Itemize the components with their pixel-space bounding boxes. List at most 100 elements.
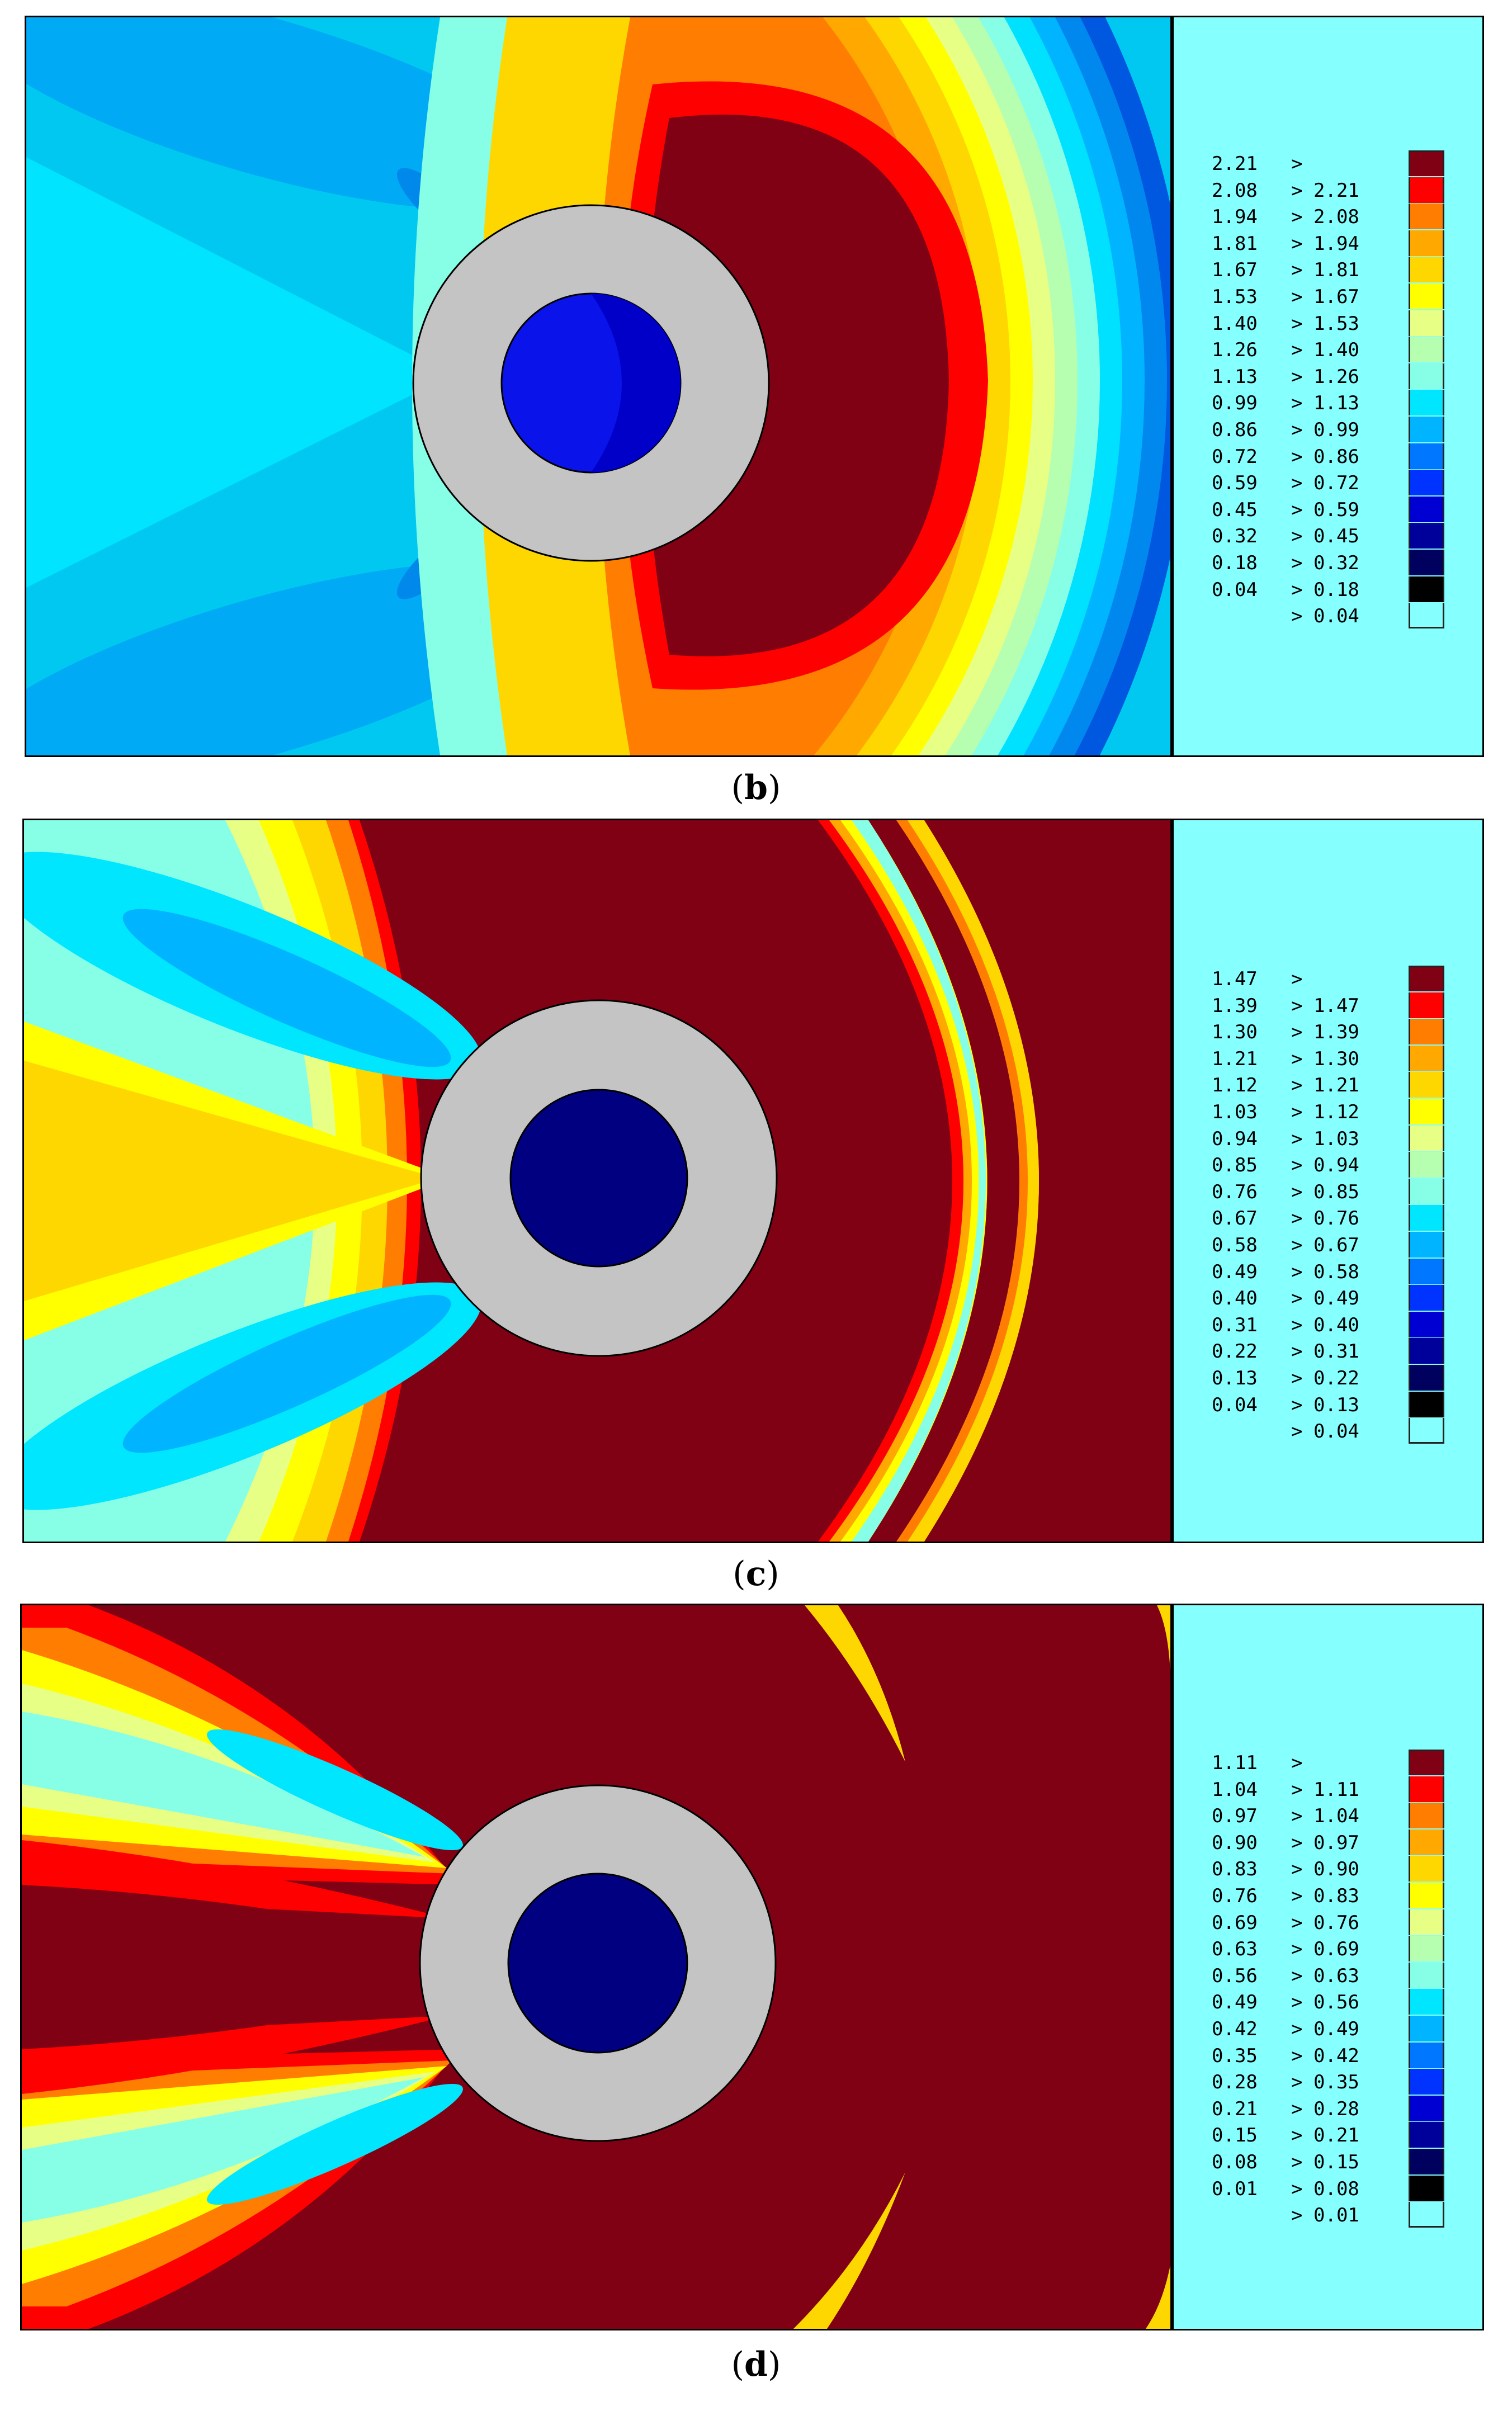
legend-row: 0.18 >0.32 [1174,550,1482,576]
legend-swatch [1409,1883,1444,1908]
legend-upper-bound: 0.15 [1313,2151,1359,2173]
legend-gt-symbol: > [1291,2097,1303,2120]
legend-lower-bound: 1.40 [1212,312,1258,335]
legend-gt-symbol: > [1291,286,1303,308]
legend-lower-bound: 0.21 [1212,2097,1258,2120]
legend-lower-bound: 0.90 [1212,1831,1258,1854]
legend-row: 0.04 >0.13 [1174,1391,1482,1419]
legend-lower-bound: 1.12 [1212,1074,1258,1097]
legend-swatch [1409,576,1444,602]
legend-lower-bound: 1.67 [1212,259,1258,282]
legend-gt-symbol: > [1291,2124,1303,2147]
legend-swatch [1409,417,1444,442]
legend-swatch [1409,2122,1444,2148]
legend-swatch [1409,177,1444,203]
legend-lower-bound: 0.31 [1212,1313,1258,1336]
contour-plot-c [22,819,1172,1543]
right-edge-lower [1146,2265,1170,2329]
legend-upper-bound: 1.13 [1313,392,1359,415]
legend-upper-bound: 0.90 [1313,1858,1359,1881]
legend-gt-symbol: > [1291,1858,1303,1881]
legend-lower-bound: 2.21 [1212,153,1258,175]
lower-lobe-core [122,1294,451,1453]
legend-lower-bound: 0.63 [1212,1938,1258,1961]
legend-gt-symbol: > [1291,1207,1303,1230]
legend-swatch [1409,1338,1444,1364]
legend-swatch [1409,2175,1444,2201]
legend-upper-bound: 0.56 [1313,1991,1359,2014]
legend-upper-bound: 0.83 [1313,1885,1359,1907]
legend-row: 1.13 >1.26 [1174,363,1482,390]
legend-row: 0.99 >1.13 [1174,390,1482,417]
legend-gt-symbol: > [1291,1074,1303,1097]
legend-upper-bound: 0.59 [1313,498,1359,521]
legend-lower-bound: 1.11 [1212,1752,1258,1774]
legend-swatch [1409,2095,1444,2121]
legend-row: 1.81 >1.94 [1174,230,1482,257]
legend-gt-symbol: > [1291,312,1303,335]
legend-gt-symbol: > [1291,1021,1303,1044]
legend-gt-symbol: > [1291,2071,1303,2094]
legend-row: 1.40 >1.53 [1174,310,1482,337]
cylinder-core [509,1089,688,1268]
legend-gt-symbol: > [1291,605,1303,628]
legend-upper-bound: 1.47 [1313,994,1359,1017]
legend-swatch [1409,257,1444,283]
legend-row: 2.08 >2.21 [1174,177,1482,204]
legend-row: 0.13 >0.22 [1174,1365,1482,1392]
upper-lobe-core [207,1729,463,1851]
legend-gt-symbol: > [1291,1420,1303,1443]
upper-lobe-2 [26,17,563,210]
legend-gt-symbol: > [1291,1911,1303,1934]
legend-gt-symbol: > [1291,1367,1303,1389]
legend-gt-symbol: > [1291,1101,1303,1123]
legend-gt-symbol: > [1291,206,1303,229]
legend-row: 0.49 >0.56 [1174,1989,1482,2016]
legend-swatch [1409,1418,1444,1444]
legend-upper-bound: 0.97 [1313,1831,1359,1854]
legend-swatch [1409,390,1444,416]
legend-d: 1.11 >1.04 >1.11 0.97 >1.04 0.90 >0.97 0.83 >0.9… [1172,1604,1484,2330]
legend-swatch [1409,1045,1444,1071]
legend-lower-bound: 0.04 [1212,578,1258,601]
legend-upper-bound: 0.49 [1313,1287,1359,1310]
legend-gt-symbol: > [1291,232,1303,255]
upper-lobe-core [122,909,451,1067]
legend-lower-bound: 0.69 [1212,1911,1258,1934]
caption-b: (b) [731,768,781,807]
legend-lower-bound: 0.01 [1212,2177,1258,2200]
legend-swatch [1409,1936,1444,1962]
legend-row: 1.94 >2.08 [1174,204,1482,230]
legend-row: 0.56 >0.63 [1174,1962,1482,1989]
legend-gt-symbol: > [1291,1831,1303,1854]
legend-upper-bound: 2.08 [1313,206,1359,229]
legend-swatch [1409,1829,1444,1855]
legend-swatch [1409,1232,1444,1257]
legend-upper-bound: 1.67 [1313,286,1359,308]
legend-row: 0.08 >0.15 [1174,2149,1482,2176]
legend-swatch [1409,150,1444,176]
legend-row: >0.01 [1174,2202,1482,2229]
legend-row: 0.63 >0.69 [1174,1936,1482,1963]
legend-upper-bound: 2.21 [1313,179,1359,202]
legend-gt-symbol: > [1291,445,1303,468]
legend-row: 0.67 >0.76 [1174,1205,1482,1232]
caption-c-label: c [745,1554,767,1594]
legend-row: 0.28 >0.35 [1174,2069,1482,2096]
legend-gt-symbol: > [1291,392,1303,415]
legend-gt-symbol: > [1291,552,1303,574]
legend-row: 1.26 >1.40 [1174,337,1482,363]
legend-row: 0.76 >0.83 [1174,1883,1482,1909]
legend-lower-bound: 0.49 [1212,1991,1258,2014]
legend-upper-bound: 1.21 [1313,1074,1359,1097]
legend-gt-symbol: > [1291,2044,1303,2067]
outer-arc-bands [818,820,1039,1542]
legend-gt-symbol: > [1291,1964,1303,1987]
legend-row: 0.90 >0.97 [1174,1829,1482,1856]
legend-upper-bound: 1.30 [1313,1047,1359,1070]
caption-b-label: b [744,768,768,807]
legend-row: 0.49 >0.58 [1174,1258,1482,1285]
legend-lower-bound: 0.58 [1212,1234,1258,1256]
contour-svg-d [22,1605,1170,2329]
legend-lower-bound: 0.67 [1212,1207,1258,1230]
